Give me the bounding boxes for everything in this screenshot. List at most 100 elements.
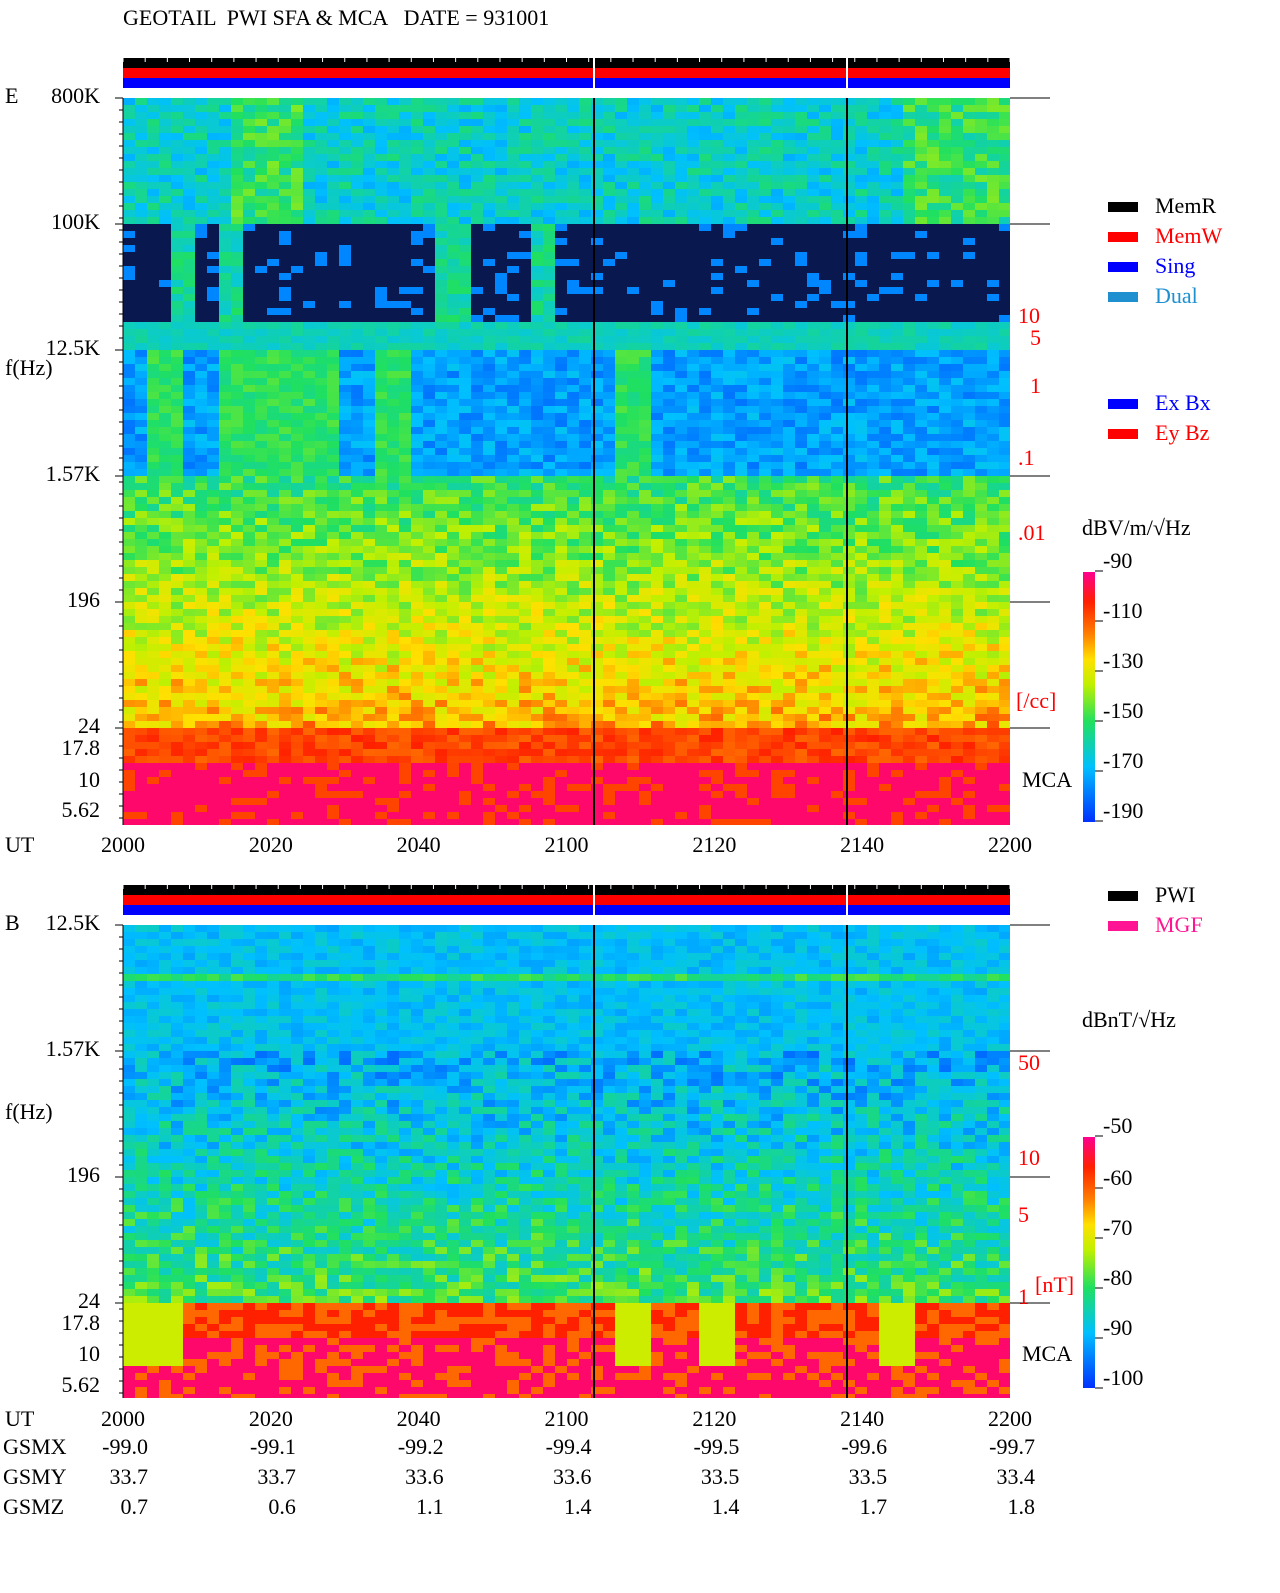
spectrogram-cell: [855, 518, 867, 525]
spectrogram-cell: [987, 413, 999, 420]
spectrogram-cell: [711, 371, 723, 378]
spectrogram-cell: [639, 133, 651, 140]
spectrogram-cell: [507, 350, 519, 357]
spectrogram-cell: [471, 224, 483, 231]
spectrogram-cell: [927, 406, 939, 413]
spectrogram-cell: [351, 252, 363, 259]
spectrogram-cell: [231, 217, 243, 224]
spectrogram-cell: [171, 469, 183, 476]
spectrogram-cell: [723, 504, 735, 511]
spectrogram-cell: [687, 553, 699, 560]
spectrogram-cell: [315, 154, 327, 161]
spectrogram-cell: [711, 280, 723, 287]
spectrogram-cell: [351, 560, 363, 567]
spectrogram-cell: [675, 308, 687, 315]
spectrogram-cell: [243, 287, 255, 294]
spectrogram-cell: [351, 301, 363, 308]
spectrogram-cell: [807, 399, 819, 406]
status-bar: [123, 78, 1010, 88]
spectrogram-cell: [771, 455, 783, 462]
spectrogram-cell: [303, 329, 315, 336]
spectrogram-cell: [147, 259, 159, 266]
spectrogram-cell: [291, 350, 303, 357]
spectrogram-cell: [903, 490, 915, 497]
spectrogram-cell: [963, 273, 975, 280]
spectrogram-cell: [387, 399, 399, 406]
spectrogram-cell: [459, 133, 471, 140]
spectrogram-cell: [459, 392, 471, 399]
spectrogram-cell: [603, 434, 615, 441]
spectrogram-cell: [399, 238, 411, 245]
spectrogram-cell: [819, 350, 831, 357]
spectrogram-cell: [483, 539, 495, 546]
spectrogram-cell: [291, 154, 303, 161]
spectrogram-cell: [195, 217, 207, 224]
spectrogram-cell: [135, 476, 147, 483]
spectrogram-cell: [291, 147, 303, 154]
spectrogram-cell: [195, 126, 207, 133]
spectrogram-cell: [351, 259, 363, 266]
spectrogram-cell: [603, 378, 615, 385]
spectrogram-cell: [795, 175, 807, 182]
spectrogram-cell: [651, 280, 663, 287]
spectrogram-cell: [843, 175, 855, 182]
spectrogram-cell: [807, 553, 819, 560]
spectrogram-cell: [915, 490, 927, 497]
spectrogram-cell: [891, 406, 903, 413]
spectrogram-cell: [855, 287, 867, 294]
spectrogram-cell: [687, 532, 699, 539]
spectrogram-cell: [243, 385, 255, 392]
spectrogram-cell: [579, 196, 591, 203]
spectrogram-cell: [699, 217, 711, 224]
spectrogram-cell: [423, 539, 435, 546]
spectrogram-cell: [987, 378, 999, 385]
spectrogram-cell: [795, 315, 807, 322]
spectrogram-cell: [327, 140, 339, 147]
spectrogram-cell: [639, 322, 651, 329]
spectrogram-cell: [975, 308, 987, 315]
spectrogram-cell: [723, 266, 735, 273]
spectrogram-cell: [771, 273, 783, 280]
spectrogram-cell: [711, 308, 723, 315]
spectrogram-cell: [387, 350, 399, 357]
spectrogram-cell: [195, 476, 207, 483]
spectrogram-cell: [879, 196, 891, 203]
spectrogram-cell: [735, 203, 747, 210]
spectrogram-cell: [315, 434, 327, 441]
spectrogram-cell: [123, 210, 135, 217]
spectrogram-cell: [267, 217, 279, 224]
spectrogram-cell: [435, 518, 447, 525]
spectrogram-cell: [639, 231, 651, 238]
spectrogram-cell: [399, 119, 411, 126]
spectrogram-cell: [231, 294, 243, 301]
spectrogram-cell: [531, 420, 543, 427]
spectrogram-cell: [303, 350, 315, 357]
spectrogram-cell: [927, 329, 939, 336]
spectrogram-cell: [471, 399, 483, 406]
spectrogram-cell: [183, 189, 195, 196]
spectrogram-cell: [975, 301, 987, 308]
spectrogram-cell: [771, 182, 783, 189]
spectrogram-cell: [315, 469, 327, 476]
spectrogram-cell: [135, 105, 147, 112]
spectrogram-cell: [531, 378, 543, 385]
spectrogram-cell: [519, 553, 531, 560]
spectrogram-cell: [987, 294, 999, 301]
spectrogram-cell: [795, 469, 807, 476]
spectrogram-cell: [579, 518, 591, 525]
spectrogram-cell: [183, 259, 195, 266]
spectrogram-cell: [507, 364, 519, 371]
spectrogram-cell: [615, 98, 627, 105]
spectrogram-cell: [783, 217, 795, 224]
spectrogram-cell: [663, 378, 675, 385]
spectrogram-cell: [555, 406, 567, 413]
spectrogram-cell: [471, 175, 483, 182]
spectrogram-cell: [531, 224, 543, 231]
spectrogram-cell: [255, 245, 267, 252]
spectrogram-cell: [507, 357, 519, 364]
spectrogram-cell: [315, 525, 327, 532]
spectrogram-cell: [735, 266, 747, 273]
spectrogram-cell: [651, 203, 663, 210]
spectrogram-cell: [771, 434, 783, 441]
spectrogram-cell: [459, 245, 471, 252]
